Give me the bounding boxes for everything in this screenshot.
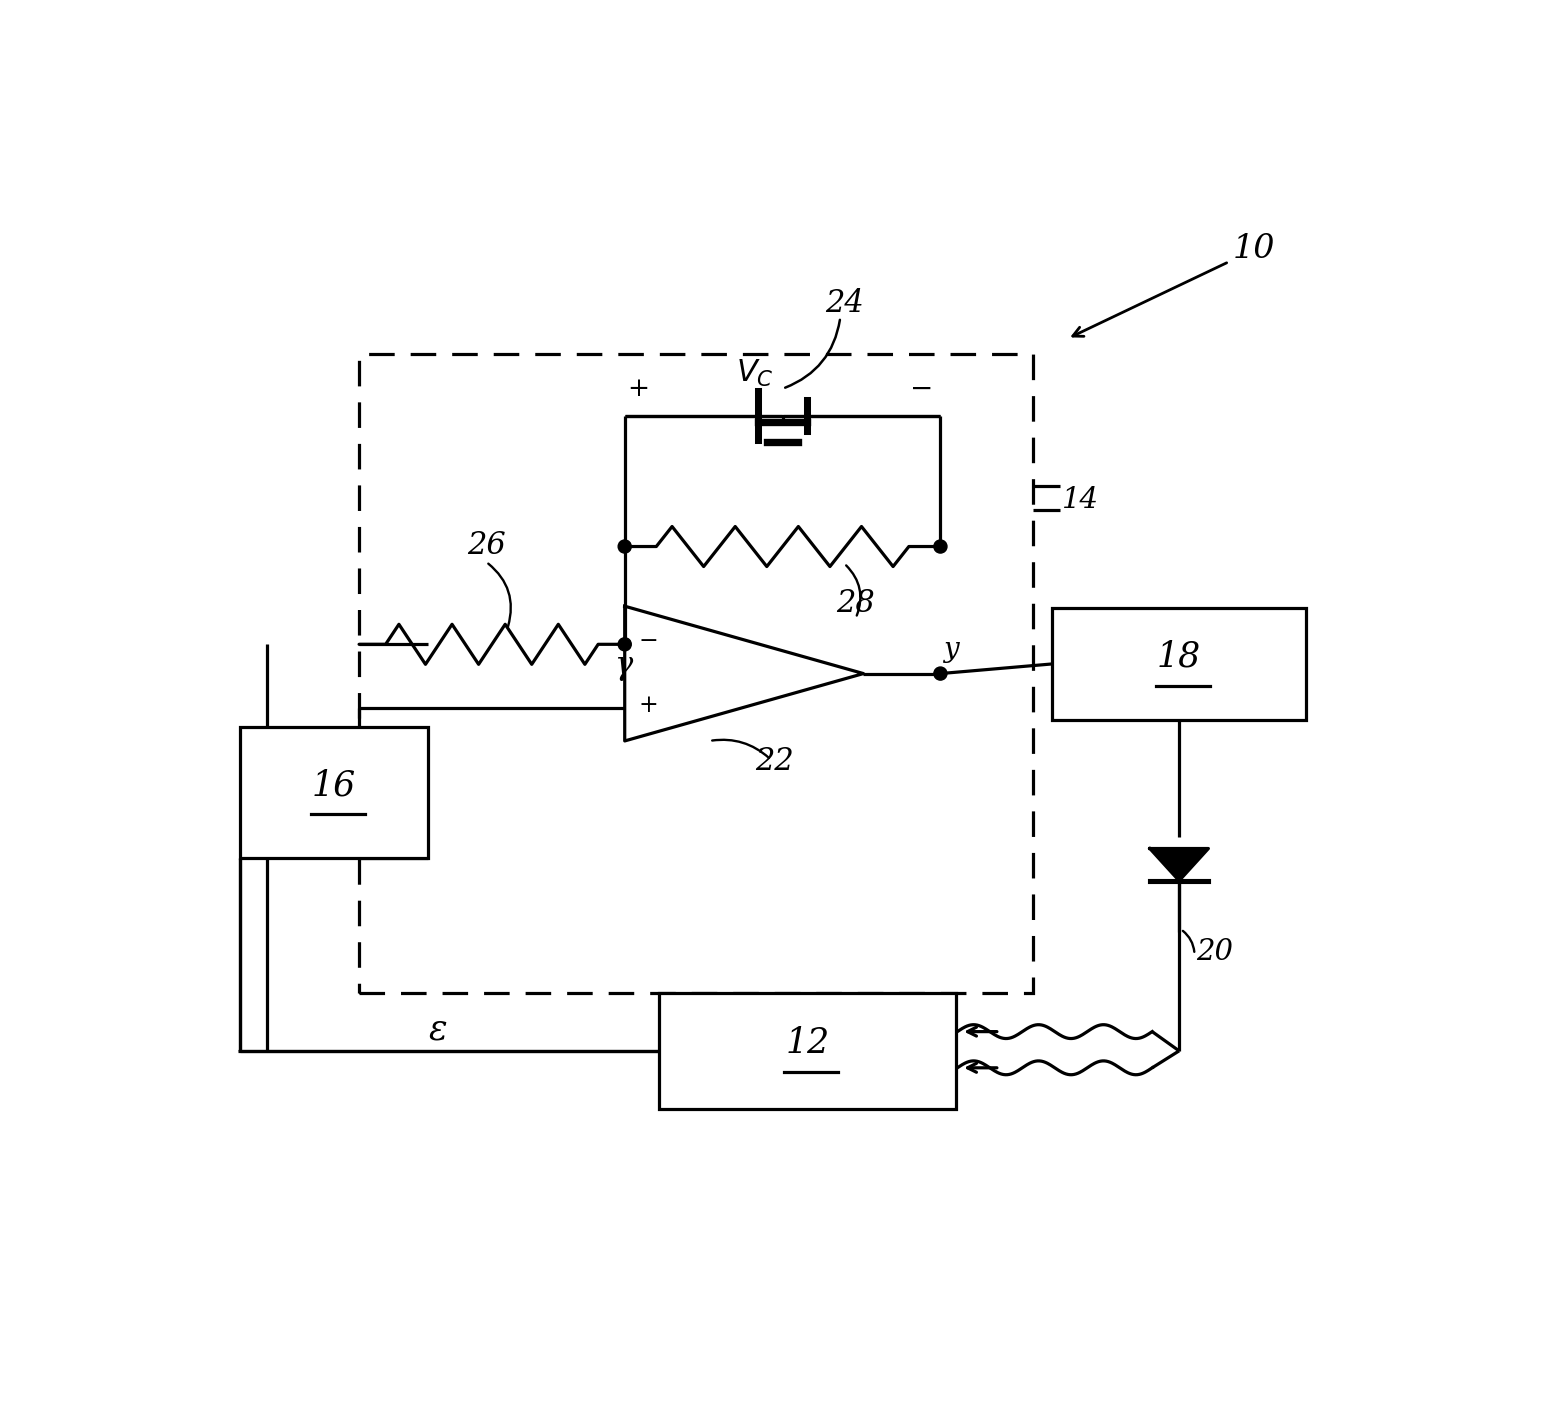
Bar bbox=[659, 993, 955, 1109]
Text: +: + bbox=[627, 376, 650, 401]
Bar bbox=[1053, 608, 1307, 720]
Text: −: − bbox=[910, 376, 933, 403]
Text: 24: 24 bbox=[825, 287, 864, 319]
Text: −: − bbox=[639, 630, 658, 653]
Circle shape bbox=[618, 638, 632, 650]
Text: 28: 28 bbox=[836, 588, 875, 619]
Text: y: y bbox=[943, 636, 958, 663]
Text: +: + bbox=[639, 693, 658, 717]
Circle shape bbox=[933, 667, 947, 680]
Text: 14: 14 bbox=[1062, 487, 1099, 514]
Polygon shape bbox=[1150, 848, 1209, 881]
Text: 18: 18 bbox=[1156, 639, 1201, 673]
Text: 20: 20 bbox=[1197, 938, 1234, 966]
Text: 26: 26 bbox=[467, 531, 506, 561]
Circle shape bbox=[933, 539, 947, 554]
Text: γ: γ bbox=[615, 649, 632, 680]
Bar bbox=[240, 727, 429, 858]
Text: 16: 16 bbox=[311, 768, 356, 803]
Text: 12: 12 bbox=[785, 1026, 830, 1060]
Bar bbox=[359, 354, 1033, 993]
Text: ε: ε bbox=[429, 1012, 447, 1046]
Text: 10: 10 bbox=[1234, 233, 1276, 265]
Circle shape bbox=[618, 539, 632, 554]
Text: $V_C$: $V_C$ bbox=[737, 357, 774, 388]
Text: 22: 22 bbox=[755, 746, 794, 777]
